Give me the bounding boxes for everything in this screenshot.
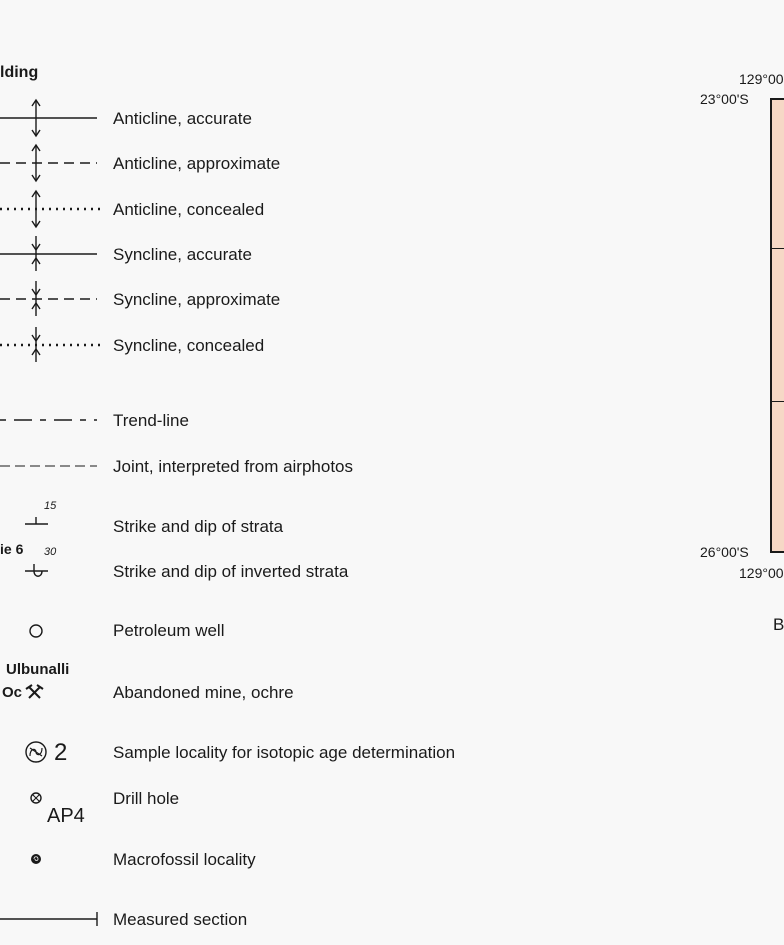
legend-label-anticline-accurate: Anticline, accurate [113,109,252,128]
measured-section-symbol [0,912,98,926]
inset-map-frame [770,98,784,553]
legend-label-joint: Joint, interpreted from airphotos [113,457,354,476]
macrofossil-symbol [31,854,41,864]
legend-label-measured-section: Measured section [113,910,248,929]
dip-value-strata: 15 [44,500,57,512]
legend-label-syncline-approximate: Syncline, approximate [113,290,281,309]
isotope-number-label: 2 [54,739,68,766]
inset-top-longitude: 129°00 [739,71,784,87]
syncline-approximate-symbol [0,281,97,316]
legend-label-trend-line: Trend-line [113,411,189,430]
legend-label-petroleum-well: Petroleum well [113,621,225,640]
anticline-accurate-symbol [0,98,97,138]
legend-label-strike-dip-inverted: Strike and dip of inverted strata [113,562,349,581]
inset-map-gridline [772,248,784,249]
inset-bottom-latitude: 26°00'S [700,544,749,560]
abandoned-mine-symbol [25,684,44,699]
mine-code-label: Oc [2,684,23,701]
legend-label-syncline-accurate: Syncline, accurate [113,245,252,264]
inset-top-latitude: 23°00'S [700,91,749,107]
strike-dip-example-label: ie 6 [0,541,24,557]
inset-caption-fragment: B [773,615,784,634]
strike-dip-symbol [25,517,48,525]
legend-label-abandoned-mine: Abandoned mine, ochre [113,683,294,702]
legend-label-strike-dip: Strike and dip of strata [113,517,284,536]
legend-label-macrofossil: Macrofossil locality [113,850,256,869]
dip-value-inverted: 30 [44,546,57,558]
inset-bottom-longitude: 129°00 [739,565,784,581]
mine-name-label: Ulbunalli [6,661,70,678]
legend-label-syncline-concealed: Syncline, concealed [113,336,265,355]
inset-map-gridline [772,401,784,402]
legend-section-heading: lding [0,64,39,81]
syncline-concealed-symbol [0,327,100,362]
drill-hole-symbol [30,792,42,804]
legend-label-anticline-concealed: Anticline, concealed [113,200,265,219]
anticline-concealed-symbol [0,189,100,229]
legend-label-drill-hole: Drill hole [113,789,180,808]
isotopic-sample-symbol [25,741,47,763]
legend-label-isotopic-sample: Sample locality for isotopic age determi… [113,743,456,762]
drill-hole-id-label: AP4 [47,805,85,827]
petroleum-well-symbol [29,624,43,638]
anticline-approximate-symbol [0,143,97,183]
legend-label-anticline-approximate: Anticline, approximate [113,154,281,173]
legend-symbols [0,98,100,926]
syncline-accurate-symbol [0,236,97,271]
strike-dip-inverted-symbol [25,564,48,577]
